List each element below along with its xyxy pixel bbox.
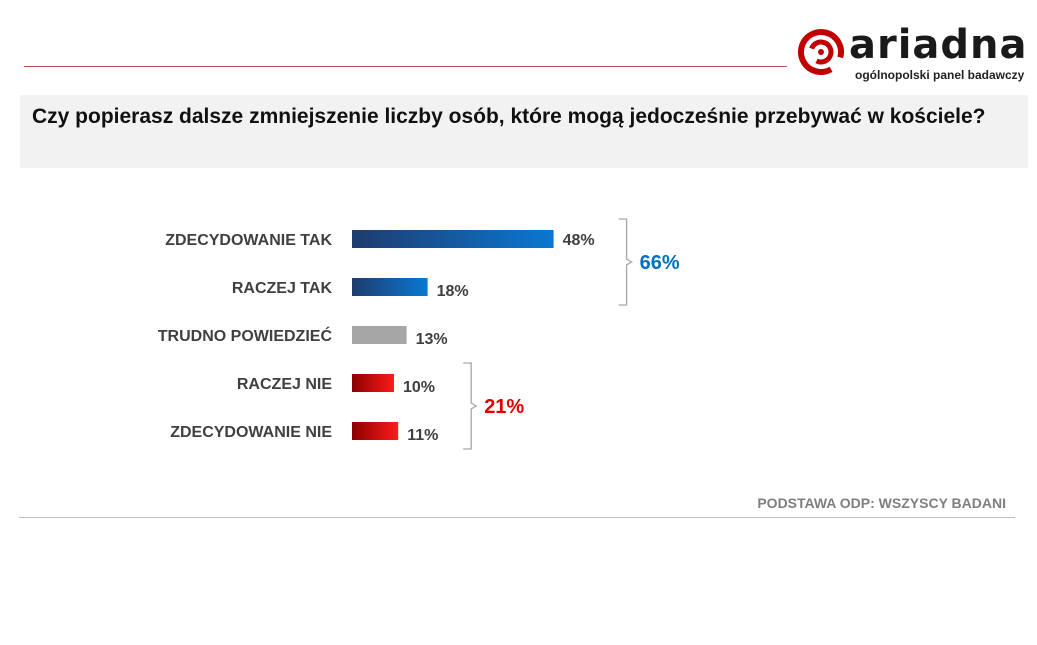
logo-tagline: ogólnopolski panel badawczy <box>855 68 1025 82</box>
category-label: ZDECYDOWANIE NIE <box>170 424 332 441</box>
value-label: 48% <box>563 232 595 249</box>
group-bracket <box>463 362 478 450</box>
group-total-label: 21% <box>484 396 524 418</box>
top-divider <box>24 66 787 67</box>
question-title: Czy popierasz dalsze zmniejszenie liczby… <box>32 105 986 128</box>
base-note: PODSTAWA ODP: WSZYSCY BADANI <box>757 495 1006 511</box>
category-label: ZDECYDOWANIE TAK <box>165 232 332 249</box>
question-box: Czy popierasz dalsze zmniejszenie liczby… <box>20 95 1028 168</box>
value-label: 11% <box>407 427 438 444</box>
bar-chart: ZDECYDOWANIE TAK 48% RACZEJ TAK 18% TRUDNO P… <box>158 218 680 450</box>
bar <box>352 422 399 440</box>
bottom-divider <box>19 517 1015 518</box>
value-label: 10% <box>403 379 435 396</box>
bar <box>352 278 428 296</box>
ariadna-logo: ariadna ogólnopolski panel badawczy <box>797 22 1029 88</box>
bar <box>352 374 394 392</box>
group-bracket <box>618 218 633 306</box>
value-label: 18% <box>437 283 469 300</box>
bar <box>352 230 554 248</box>
spiral-logo-icon <box>798 29 844 75</box>
group-total-label: 66% <box>640 252 680 274</box>
bar <box>352 326 407 344</box>
category-label: TRUDNO POWIEDZIEĆ <box>158 326 333 345</box>
value-label: 13% <box>416 331 448 348</box>
logo-wordmark: ariadna <box>849 22 1028 68</box>
category-label: RACZEJ TAK <box>232 280 333 297</box>
category-label: RACZEJ NIE <box>237 376 332 393</box>
